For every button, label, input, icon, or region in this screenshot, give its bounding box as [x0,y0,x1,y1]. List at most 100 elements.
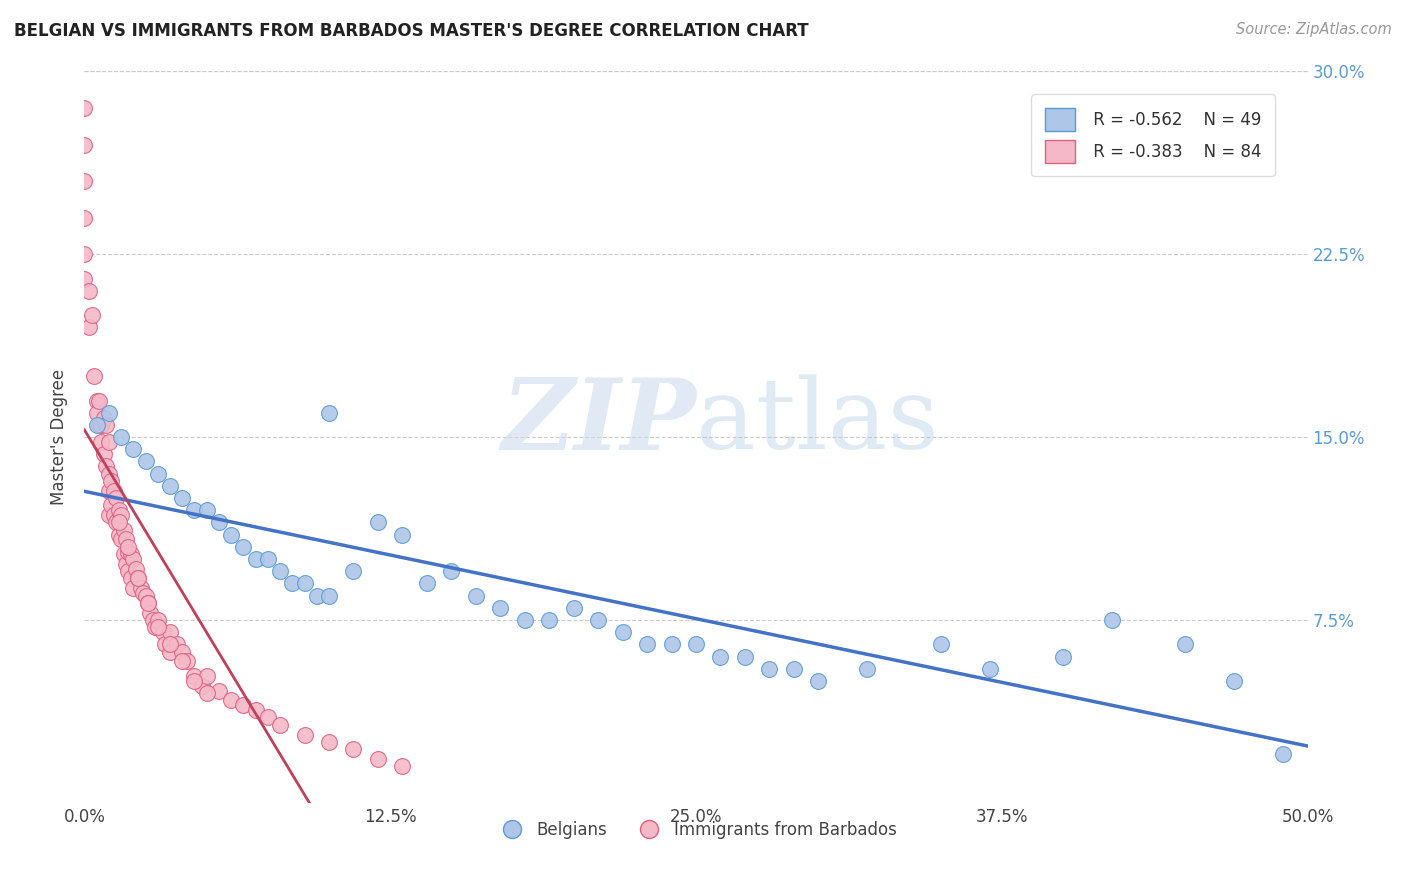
Point [416,576,439,591]
Point [195,503,218,517]
Point [97,508,120,522]
Point [100,474,122,488]
Point [87,417,110,432]
Point [758,662,780,676]
Point [122,581,145,595]
Text: BELGIAN VS IMMIGRANTS FROM BARBADOS MASTER'S DEGREE CORRELATION CHART: BELGIAN VS IMMIGRANTS FROM BARBADOS MAST… [14,22,808,40]
Point [709,649,731,664]
Point [183,673,205,688]
Point [110,533,132,547]
Point [159,479,181,493]
Point [159,625,181,640]
Point [136,596,159,610]
Point [1223,673,1246,688]
Point [83,369,105,384]
Point [685,637,707,651]
Point [73,247,96,261]
Point [90,417,112,432]
Point [562,600,585,615]
Point [513,613,536,627]
Point [136,596,159,610]
Point [232,540,254,554]
Point [176,654,198,668]
Legend: Belgians, Immigrants from Barbados: Belgians, Immigrants from Barbados [488,814,904,846]
Point [90,434,112,449]
Point [440,564,463,578]
Point [269,718,291,732]
Point [245,552,267,566]
Point [245,703,267,717]
Text: Source: ZipAtlas.com: Source: ZipAtlas.com [1236,22,1392,37]
Point [183,669,205,683]
Point [142,613,165,627]
Point [73,211,96,225]
Point [77,320,100,334]
Point [294,576,316,591]
Point [612,625,634,640]
Point [367,516,389,530]
Point [115,533,138,547]
Point [856,662,879,676]
Point [125,562,148,576]
Point [122,552,145,566]
Point [103,508,125,522]
Point [105,491,128,505]
Point [80,308,103,322]
Point [391,527,413,541]
Point [195,686,218,700]
Point [73,271,96,285]
Point [342,742,364,756]
Point [73,174,96,188]
Point [1101,613,1123,627]
Point [120,547,142,561]
Point [110,508,132,522]
Point [120,572,142,586]
Point [97,406,120,420]
Point [159,645,181,659]
Point [269,564,291,578]
Point [115,557,138,571]
Point [807,673,830,688]
Point [257,710,280,724]
Point [783,662,806,676]
Point [73,101,96,115]
Point [153,637,176,651]
Point [367,752,389,766]
Point [87,393,110,408]
Point [1174,637,1197,651]
Point [661,637,683,651]
Point [281,576,304,591]
Point [117,544,139,558]
Point [191,679,214,693]
Point [77,284,100,298]
Point [93,410,115,425]
Y-axis label: Master's Degree: Master's Degree [51,369,69,505]
Point [172,654,194,668]
Point [391,759,413,773]
Point [146,467,169,481]
Point [219,527,242,541]
Point [208,683,231,698]
Point [86,393,108,408]
Point [86,406,108,420]
Point [135,454,157,468]
Point [73,137,96,152]
Point [117,540,139,554]
Point [183,503,205,517]
Point [107,503,129,517]
Point [112,547,135,561]
Point [166,637,188,651]
Point [1272,747,1295,761]
Point [464,589,486,603]
Point [232,698,254,713]
Point [257,552,280,566]
Point [112,523,135,537]
Point [143,620,166,634]
Point [979,662,1001,676]
Point [96,417,118,432]
Point [489,600,512,615]
Point [172,645,194,659]
Text: ZIP: ZIP [501,375,696,471]
Point [219,693,242,707]
Point [110,430,132,444]
